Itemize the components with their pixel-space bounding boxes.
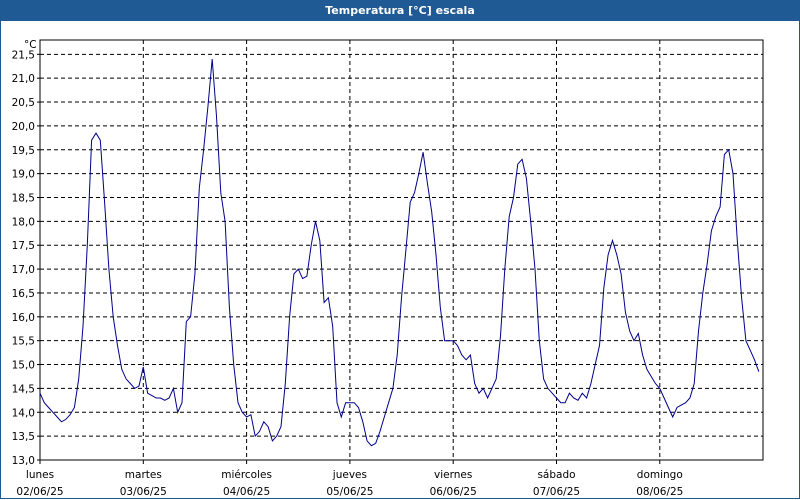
y-axis-unit: °C [24,39,37,51]
x-tick-date-label: 08/06/25 [636,486,683,498]
y-tick-label: 16,0 [12,312,35,324]
y-tick-label: 21,5 [12,49,35,61]
y-tick-label: 13,5 [12,431,35,443]
x-tick-date-label: 05/06/25 [326,486,373,498]
x-tick-day-label: viernes [434,469,472,481]
y-tick-label: 17,5 [12,240,35,252]
y-tick-label: 14,0 [12,407,35,419]
y-tick-label: 19,0 [12,169,35,181]
y-tick-label: 18,5 [12,193,35,205]
x-tick-date-label: 06/06/25 [430,486,477,498]
x-tick-day-label: sábado [537,469,575,481]
y-tick-label: 15,5 [12,336,35,348]
x-tick-day-label: lunes [26,469,54,481]
chart-title: Temperatura [°C] escala [325,4,475,17]
series-line-temperatura [39,59,760,447]
y-tick-label: 21,0 [12,73,35,85]
y-tick-label: 18,0 [12,216,35,228]
x-tick-day-label: miércoles [221,469,272,481]
plot-area [39,39,764,461]
y-axis-ticks: 13,0 13,5 14,0 14,5 15,0 15,5 16,0 16,5 17,0 17,5… [12,49,40,467]
x-tick-day-label: martes [125,469,162,481]
x-tick-day-label: domingo [637,469,683,481]
x-tick-date-label: 03/06/25 [120,486,167,498]
y-tick-label: 17,0 [12,264,35,276]
y-tick-label: 15,0 [12,360,35,372]
x-tick-date-label: 07/06/25 [533,486,580,498]
grid-lines [40,40,763,460]
y-tick-label: 19,5 [12,145,35,157]
x-tick-day-label: jueves [332,469,367,481]
x-tick-date-label: 04/06/25 [223,486,270,498]
x-tick-date-label: 02/06/25 [16,486,63,498]
y-tick-label: 20,0 [12,121,35,133]
y-tick-label: 14,5 [12,383,35,395]
y-tick-label: 16,5 [12,288,35,300]
y-tick-label: 20,5 [12,97,35,109]
x-axis-ticks: lunes 02/06/25 martes 03/06/25 miércoles 04/0… [16,460,683,498]
y-tick-label: 13,0 [12,455,35,467]
